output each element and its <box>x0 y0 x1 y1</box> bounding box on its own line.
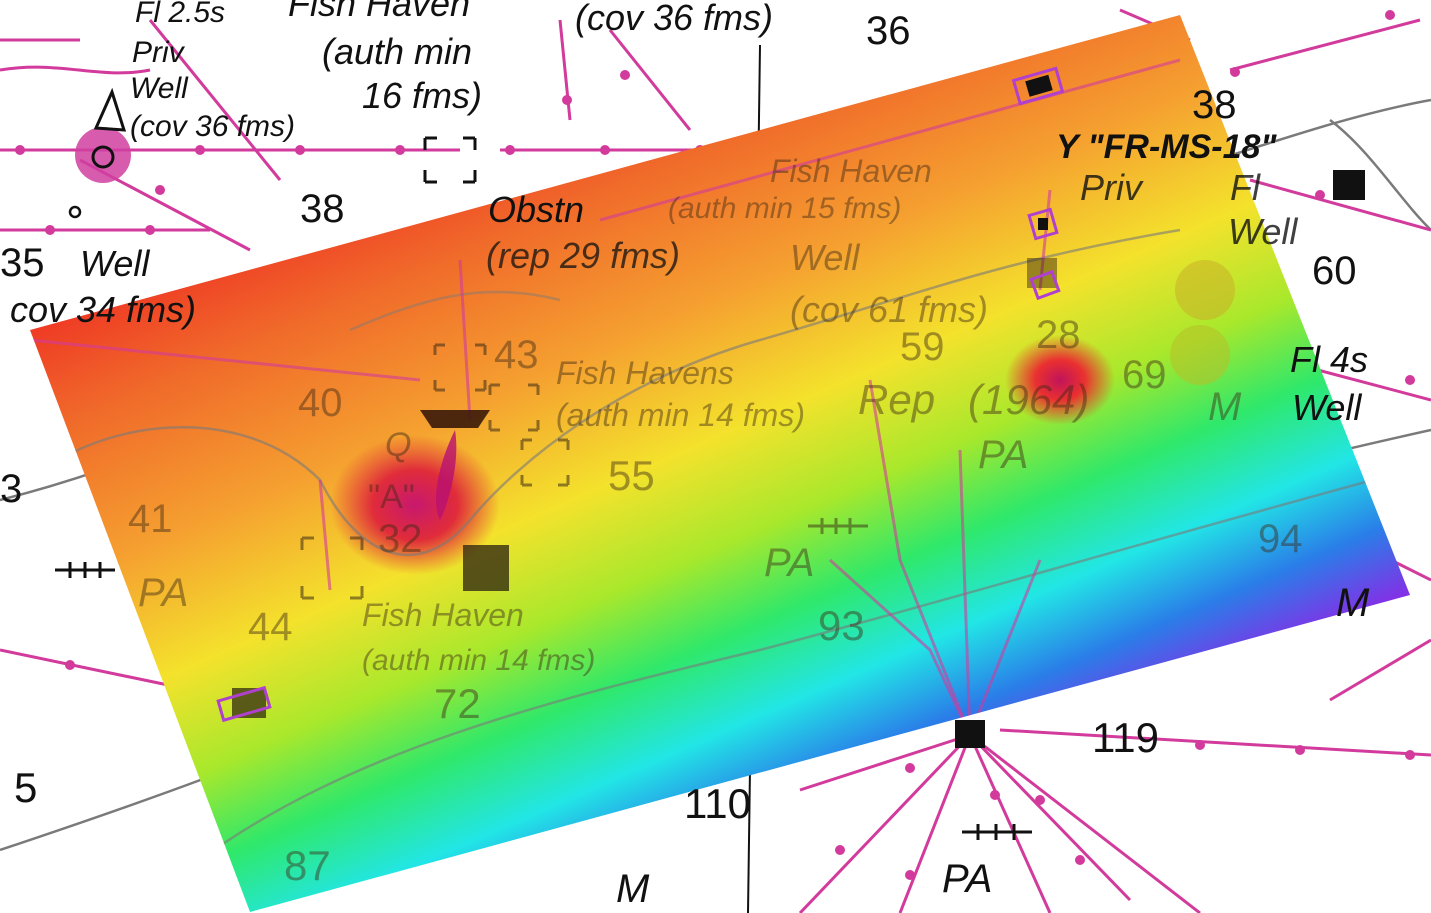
obstruction-icon[interactable] <box>423 136 477 184</box>
sounding: 36 <box>866 9 911 53</box>
sounding: 28 <box>1036 313 1081 357</box>
label-auth15: (auth min 15 fms) <box>668 192 901 225</box>
label-fish-haven-mid: Fish Haven <box>770 153 932 189</box>
sounding: 72 <box>434 680 481 727</box>
label-cov61: (cov 61 fms) <box>790 289 988 330</box>
sounding: 32 <box>378 517 423 561</box>
platform-icon[interactable] <box>1333 170 1365 200</box>
sounding: 41 <box>128 497 173 541</box>
label-cov34: cov 34 fms) <box>10 289 196 330</box>
label-16-fms: 16 fms) <box>362 75 482 116</box>
label-well-right: Well <box>1228 211 1298 252</box>
sounding: 5 <box>14 764 37 811</box>
label-auth14-b: (auth min 14 fms) <box>362 644 595 677</box>
sounding: 94 <box>1258 517 1303 561</box>
label-a: "A" <box>368 478 415 516</box>
buoy-icon[interactable] <box>75 87 131 183</box>
platform-icon[interactable] <box>955 720 985 748</box>
target-highlight-boxes[interactable] <box>216 66 1065 723</box>
depth-contour <box>1329 119 1431 231</box>
label-fl4s: Fl 4s <box>1290 339 1368 380</box>
sounding: 43 <box>494 333 539 377</box>
sounding: 38 <box>300 187 345 231</box>
sounding: 40 <box>298 381 343 425</box>
overlay-labels: Fish Haven (auth min 15 fms) Well (cov 6… <box>128 153 1303 889</box>
label-well-left: Well <box>80 243 150 284</box>
sounding: 119 <box>1092 714 1159 761</box>
label-priv: Priv <box>132 36 186 69</box>
sounding: 93 <box>818 602 865 649</box>
label-fish-havens: Fish Havens <box>556 355 734 391</box>
label-priv-right: Priv <box>1080 167 1144 208</box>
label-buoy-name: Y "FR-MS-18" <box>1056 128 1277 166</box>
label-cov36: (cov 36 fms) <box>130 110 295 143</box>
label-cov36-top: (cov 36 fms) <box>575 0 773 38</box>
label-auth14-a: (auth min 14 fms) <box>556 397 805 433</box>
well-icon <box>68 205 82 219</box>
label-auth-min: (auth min <box>322 31 472 72</box>
label-pa: PA <box>764 541 814 585</box>
label-fish-haven-low: Fish Haven <box>362 597 524 633</box>
label-pa: PA <box>942 857 992 901</box>
sounding: 38 <box>1192 83 1237 127</box>
chart-labels: Fl 2.5s Priv Well (cov 36 fms) Fish Have… <box>0 0 1370 911</box>
label-q: Q <box>385 426 411 464</box>
label-pa: PA <box>138 571 188 615</box>
sounding: 59 <box>900 325 945 369</box>
label-pa: PA <box>978 433 1028 477</box>
sounding: 87 <box>284 842 331 889</box>
sounding: 35 <box>0 241 45 285</box>
label-m: M <box>1208 385 1242 429</box>
label-well-mid: Well <box>790 237 860 278</box>
label-m: M <box>616 867 650 911</box>
sounding: 55 <box>608 452 655 499</box>
label-fl-2-5s: Fl 2.5s <box>135 0 225 29</box>
label-m: M <box>1336 581 1370 625</box>
label-obstn: Obstn <box>488 189 584 230</box>
label-rep: Rep <box>858 376 935 423</box>
label-b-edge: 3 <box>0 467 22 511</box>
label-well-fl4s: Well <box>1292 387 1362 428</box>
sounding: 69 <box>1122 353 1167 397</box>
label-rep29: (rep 29 fms) <box>486 235 680 276</box>
label-fish-haven-top: Fish Haven <box>288 0 470 24</box>
sounding: 44 <box>248 605 293 649</box>
sounding: 60 <box>1312 249 1357 293</box>
sounding: 110 <box>684 780 751 827</box>
label-year: (1964) <box>968 376 1089 423</box>
label-fl-right: Fl <box>1230 167 1261 208</box>
label-well: Well <box>130 72 189 105</box>
